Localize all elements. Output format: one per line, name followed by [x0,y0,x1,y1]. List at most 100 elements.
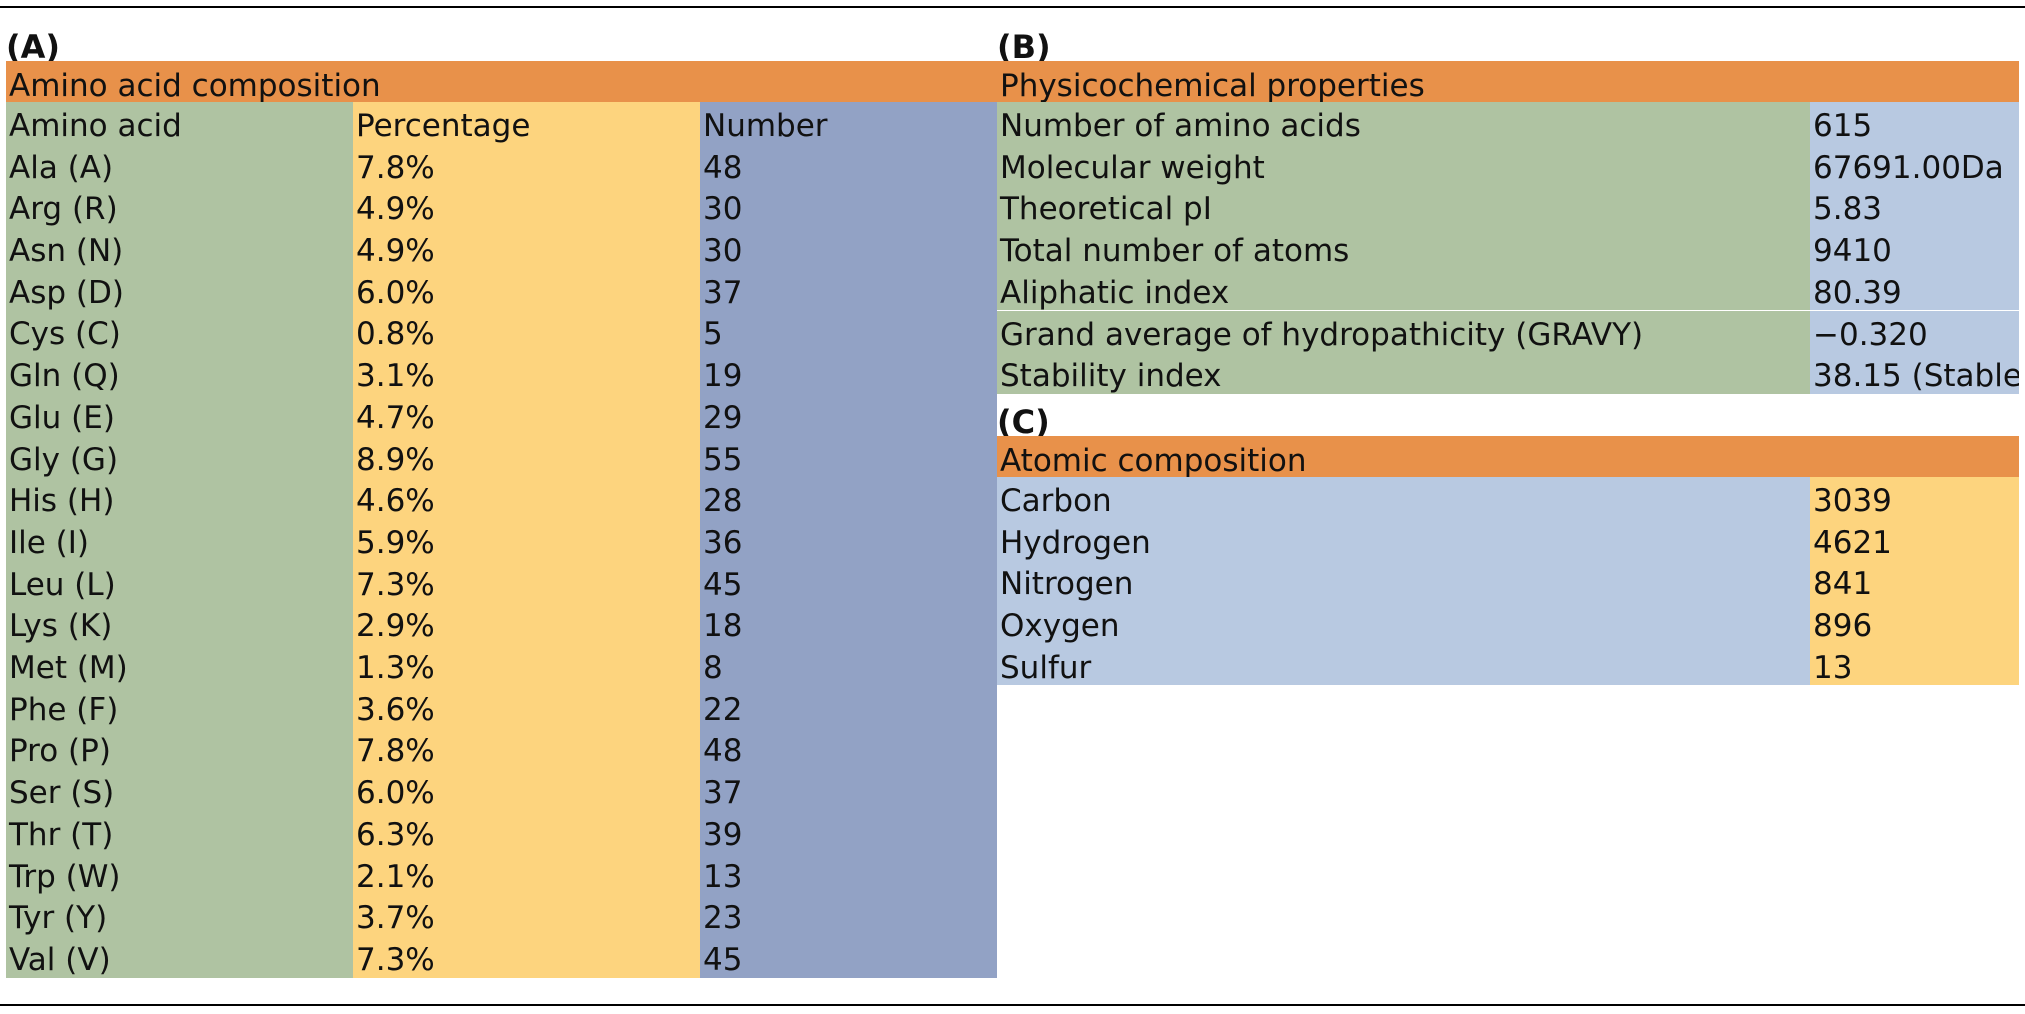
amino-acid-percentage-cell: 7.3% [353,560,700,603]
amino-acid-row: Pro (P) 7.8% 48 [6,727,997,770]
amino-acid-amino-acid-cell: Glu (E) [6,393,353,436]
amino-acid-percentage-cell: 4.6% [353,477,700,519]
bottom-rule [0,1004,2025,1006]
property-row: Aliphatic index 80.39 [997,268,2019,311]
property-row: Theoretical pI 5.83 [997,185,2019,228]
amino-acid-row: Arg (R) 4.9% 30 [6,185,997,228]
amino-acid-amino-acid-cell: Ser (S) [6,769,353,811]
amino-acid-row: Gly (G) 8.9% 55 [6,435,997,478]
amino-acid-number-cell: 30 [700,185,997,228]
amino-acid-number-cell: 48 [700,143,997,186]
amino-acid-number-cell: 48 [700,727,997,770]
amino-acid-amino-acid-cell: Gly (G) [6,435,353,478]
atomic-composition-header: Atomic composition [997,436,2019,477]
amino-acid-number-cell: 13 [700,852,997,895]
atom-count-cell: 841 [1810,560,2019,603]
amino-acid-number-cell: 55 [700,435,997,478]
amino-acid-percentage-cell: 7.3% [353,935,700,978]
amino-acid-percentage-cell: 2.1% [353,852,700,895]
amino-acid-number-cell: 39 [700,810,997,853]
property-value-cell: 67691.00Da [1810,143,2019,186]
amino-acid-row: Cys (C) 0.8% 5 [6,310,997,353]
amino-acid-amino-acid-cell: Thr (T) [6,810,353,853]
amino-acid-row: Phe (F) 3.6% 22 [6,685,997,728]
atom-element-cell: Hydrogen [997,518,1810,561]
atomic-composition-title: Atomic composition [1000,443,1307,477]
amino-acid-row: Thr (T) 6.3% 39 [6,810,997,853]
amino-acid-row: Gln (Q) 3.1% 19 [6,352,997,394]
amino-acid-percentage-cell: 7.8% [353,727,700,770]
property-property-cell: Aliphatic index [997,268,1810,311]
amino-acid-number-cell: 45 [700,935,997,978]
amino-acid-percentage-cell: 3.7% [353,894,700,936]
atom-count-cell: 896 [1810,602,2019,644]
panel-b-label: (B) [997,28,1051,66]
property-value-cell: 5.83 [1810,185,2019,228]
property-row: Stability index 38.15 (Stable) [997,352,2019,394]
amino-acid-percentage-cell: 3.1% [353,352,700,394]
amino-acid-percentage-cell: 8.9% [353,435,700,478]
amino-acid-table-header-amino-acid-cell: Amino acid [6,102,353,144]
amino-acid-row: Asp (D) 6.0% 37 [6,268,997,311]
atom-row: Hydrogen 4621 [997,518,2019,561]
amino-acid-percentage-cell: 4.7% [353,393,700,436]
amino-acid-amino-acid-cell: Leu (L) [6,560,353,603]
top-rule [0,6,2025,8]
atom-row: Nitrogen 841 [997,560,2019,603]
amino-acid-percentage-cell: 6.0% [353,769,700,811]
amino-acid-amino-acid-cell: Phe (F) [6,685,353,728]
amino-acid-percentage-cell: 2.9% [353,602,700,645]
amino-acid-number-cell: 8 [700,644,997,686]
amino-acid-percentage-cell: 1.3% [353,644,700,686]
amino-acid-number-cell: 5 [700,310,997,353]
amino-acid-amino-acid-cell: Val (V) [6,935,353,978]
atom-row: Oxygen 896 [997,602,2019,644]
amino-acid-table: Amino acid Percentage Number Ala (A) 7.8% 48 A… [6,102,997,978]
property-property-cell: Molecular weight [997,143,1810,186]
amino-acid-number-cell: 28 [700,477,997,519]
amino-acid-row: Lys (K) 2.9% 18 [6,602,997,645]
property-row: Grand average of hydropathicity (GRAVY) −… [997,310,2019,353]
amino-acid-percentage-cell: 7.8% [353,143,700,186]
panel-a-label: (A) [6,28,61,66]
amino-acid-percentage-cell: 5.9% [353,518,700,561]
amino-acid-number-cell: 37 [700,268,997,311]
property-value-cell: 80.39 [1810,268,2019,311]
amino-acid-number-cell: 30 [700,227,997,269]
amino-acid-number-cell: 22 [700,685,997,728]
atom-element-cell: Nitrogen [997,560,1810,603]
amino-acid-table-header-number-cell: Number [700,102,997,144]
property-value-cell: −0.320 [1810,310,2019,353]
amino-acid-amino-acid-cell: Arg (R) [6,185,353,228]
atom-row: Sulfur 13 [997,643,2019,686]
amino-acid-percentage-cell: 6.0% [353,268,700,311]
amino-acid-amino-acid-cell: Tyr (Y) [6,894,353,936]
amino-acid-amino-acid-cell: His (H) [6,477,353,519]
property-property-cell: Total number of atoms [997,227,1810,269]
amino-acid-amino-acid-cell: Cys (C) [6,310,353,353]
atom-row: Carbon 3039 [997,477,2019,519]
amino-acid-amino-acid-cell: Asp (D) [6,268,353,311]
panel-c-label: (C) [997,403,1050,441]
physicochemical-properties-title: Physicochemical properties [1000,68,1425,102]
amino-acid-composition-header: Amino acid composition [6,61,997,102]
amino-acid-composition-title: Amino acid composition [9,68,381,102]
atom-element-cell: Sulfur [997,643,1810,686]
physicochemical-properties-header: Physicochemical properties [997,61,2019,102]
amino-acid-table-header-row: Amino acid Percentage Number [6,102,997,144]
amino-acid-amino-acid-cell: Pro (P) [6,727,353,770]
amino-acid-amino-acid-cell: Ala (A) [6,143,353,186]
amino-acid-amino-acid-cell: Asn (N) [6,227,353,269]
amino-acid-table-header-percentage-cell: Percentage [353,102,700,144]
amino-acid-number-cell: 19 [700,352,997,394]
amino-acid-amino-acid-cell: Ile (I) [6,518,353,561]
amino-acid-number-cell: 29 [700,393,997,436]
property-value-cell: 615 [1810,102,2019,144]
property-value-cell: 38.15 (Stable) [1810,352,2019,394]
amino-acid-percentage-cell: 4.9% [353,185,700,228]
amino-acid-number-cell: 37 [700,769,997,811]
amino-acid-row: Leu (L) 7.3% 45 [6,560,997,603]
amino-acid-amino-acid-cell: Gln (Q) [6,352,353,394]
atom-element-cell: Oxygen [997,602,1810,644]
property-property-cell: Number of amino acids [997,102,1810,144]
